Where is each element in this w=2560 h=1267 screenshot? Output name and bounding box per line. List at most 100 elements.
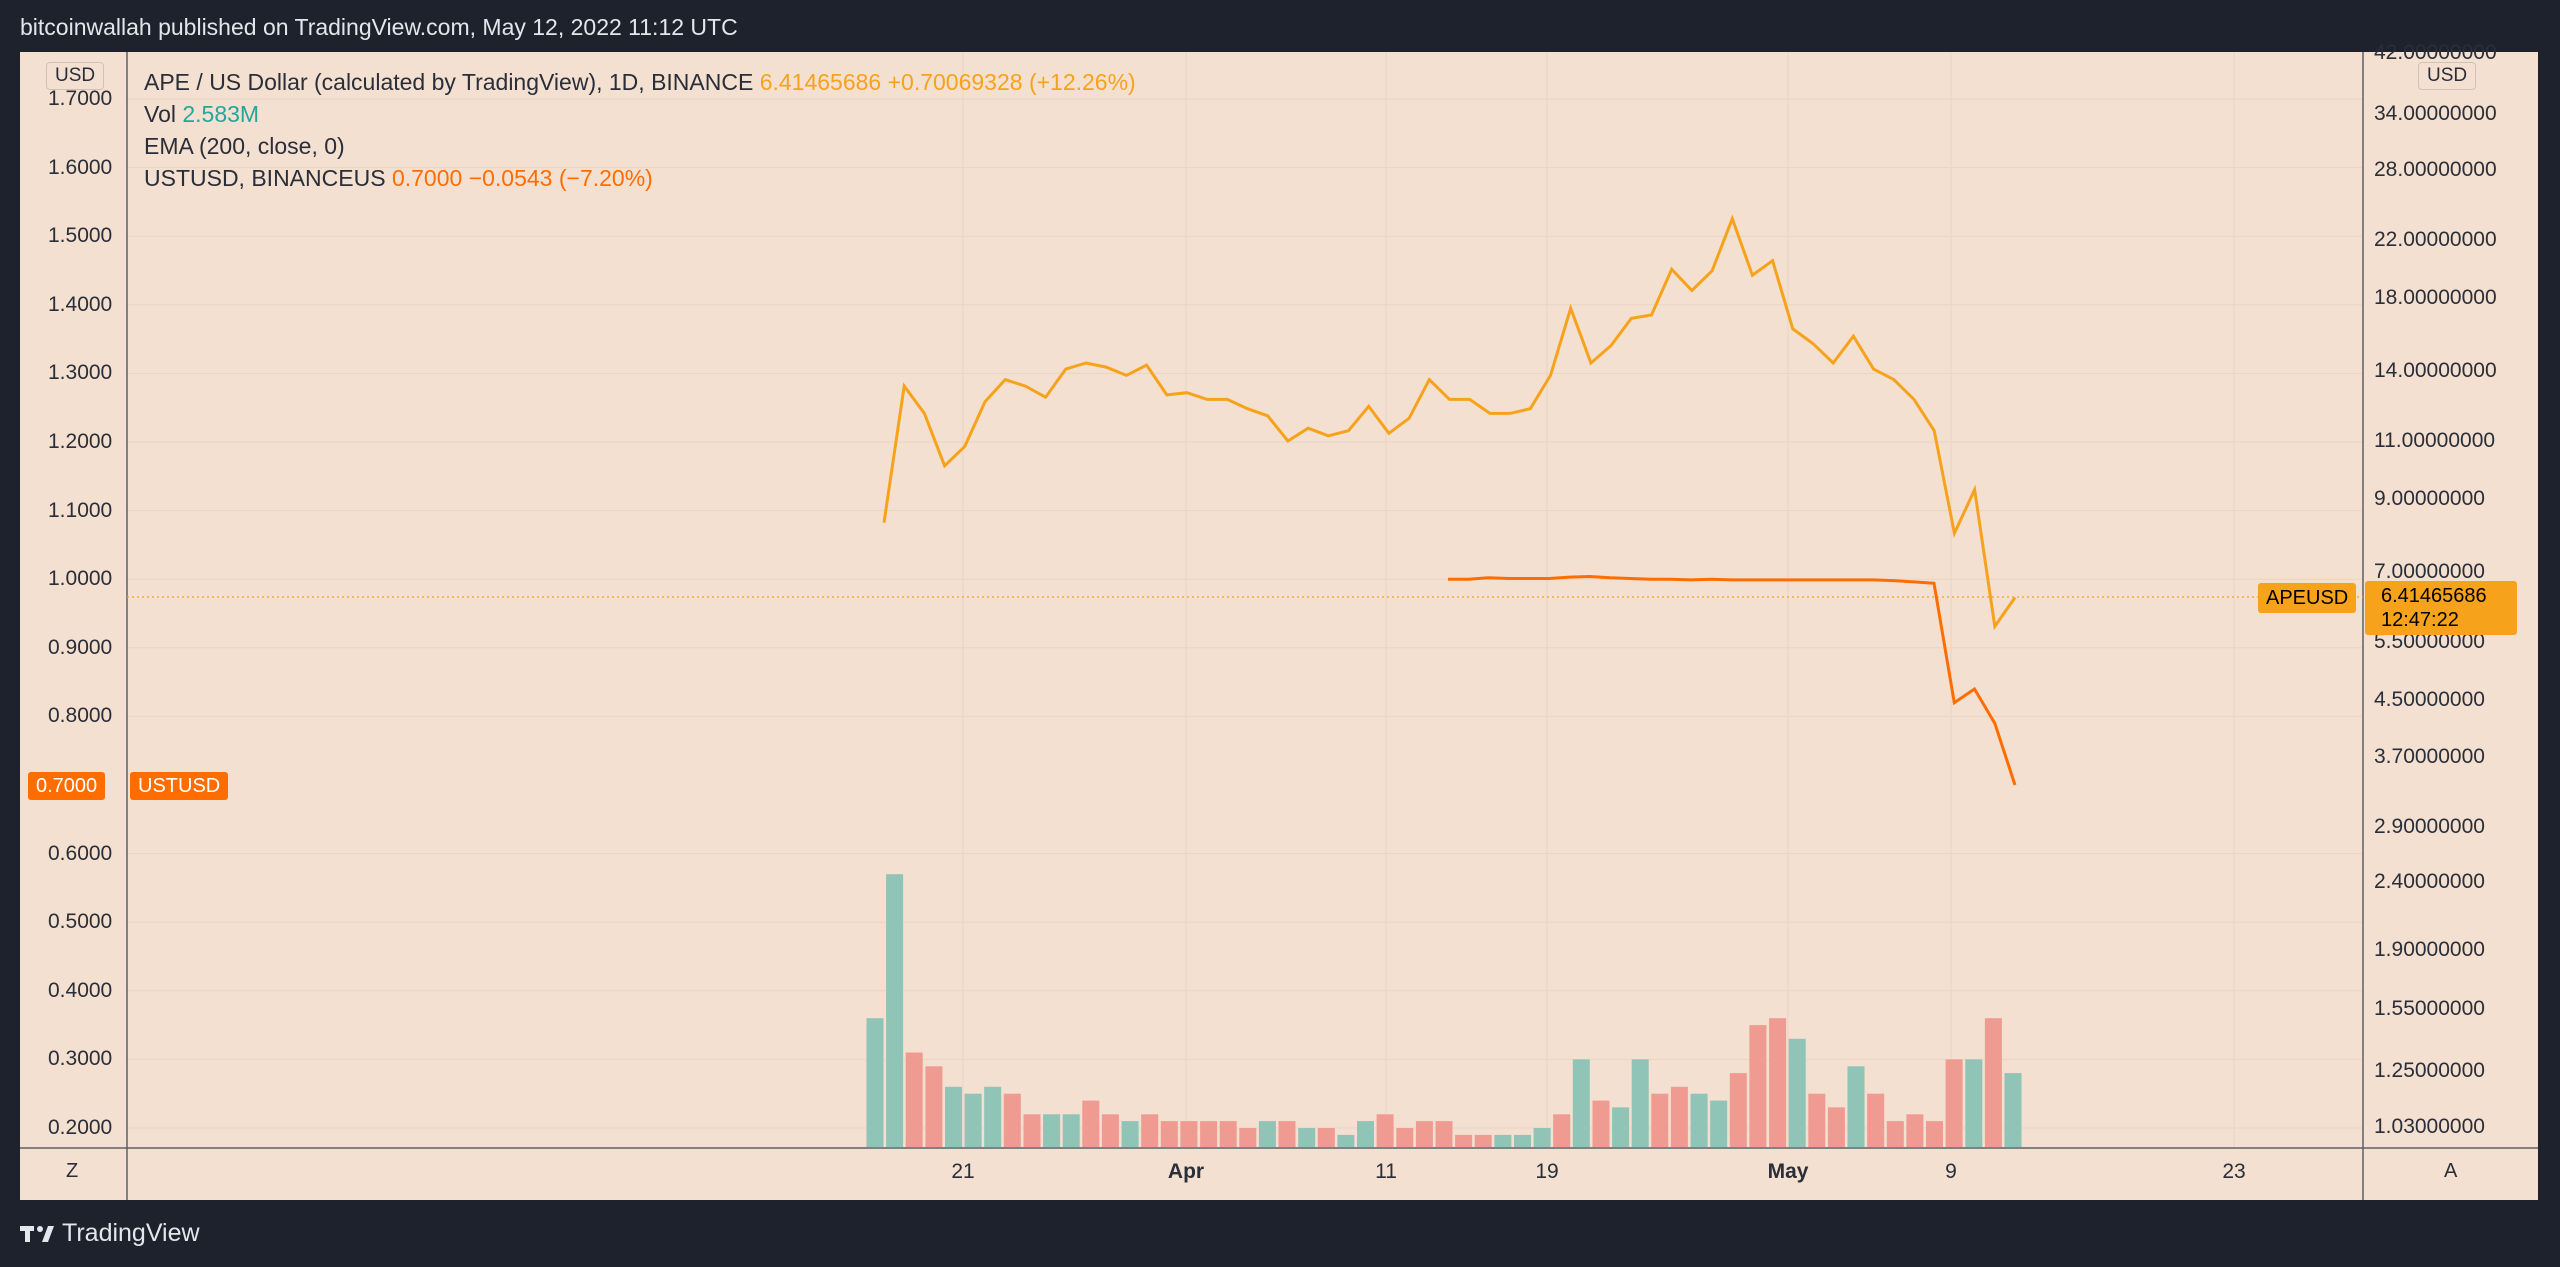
volume-bars xyxy=(866,874,2022,1147)
volume-bar xyxy=(1023,1114,1041,1147)
volume-bar xyxy=(1926,1121,1943,1147)
volume-bar xyxy=(1160,1121,1178,1147)
volume-bar xyxy=(1435,1121,1453,1147)
left-tick-label: 0.9000 xyxy=(48,635,113,659)
volume-bar xyxy=(964,1093,982,1147)
volume-bar xyxy=(1906,1114,1924,1147)
volume-bar xyxy=(1415,1121,1433,1147)
volume-bar xyxy=(1101,1114,1119,1147)
volume-bar xyxy=(1886,1121,1904,1147)
legend-main-price: 6.41465686 xyxy=(759,69,882,95)
volume-bar xyxy=(886,874,904,1147)
chart-grid xyxy=(127,52,2363,1148)
volume-bar xyxy=(1121,1121,1139,1147)
right-tick-label: 1.90000000 xyxy=(2374,937,2485,961)
left-axis-unit[interactable]: USD xyxy=(46,62,105,90)
x-tick-label: 11 xyxy=(1375,1160,1397,1183)
left-tick-label: 1.4000 xyxy=(48,292,113,316)
volume-bar xyxy=(1867,1093,1885,1147)
legend-volume-row: Vol 2.583M xyxy=(144,98,1136,130)
tradingview-logo-icon xyxy=(20,1225,54,1242)
volume-bar xyxy=(1200,1121,1218,1147)
right-tick-label: 28.00000000 xyxy=(2374,158,2497,182)
ape-price-tag: 6.41465686 12:47:22 xyxy=(2365,581,2517,635)
legend-main-change: +0.70069328 (+12.26%) xyxy=(887,69,1136,95)
right-tick-label: 14.00000000 xyxy=(2374,359,2497,383)
right-tick-label: 3.70000000 xyxy=(2374,744,2485,768)
legend-vol-value: 2.583M xyxy=(182,101,260,127)
legend-main-row: APE / US Dollar (calculated by TradingVi… xyxy=(144,66,1136,98)
legend-ust-price: 0.7000 xyxy=(391,165,463,191)
left-tick-label: 0.4000 xyxy=(48,978,113,1002)
right-tick-label: 2.40000000 xyxy=(2374,869,2485,893)
left-tick-label: 1.6000 xyxy=(48,155,113,179)
left-tick-label: 0.3000 xyxy=(48,1047,113,1071)
volume-bar xyxy=(1396,1128,1414,1147)
volume-bar xyxy=(1219,1121,1237,1147)
chart-legend: APE / US Dollar (calculated by TradingVi… xyxy=(144,66,1136,194)
legend-ema-row: EMA (200, close, 0) xyxy=(144,130,1136,162)
volume-bar xyxy=(1710,1100,1728,1147)
right-tick-label: 9.00000000 xyxy=(2374,487,2485,511)
left-tick-label: 1.0000 xyxy=(48,567,113,591)
volume-bar xyxy=(1514,1134,1531,1147)
x-tick-label: May xyxy=(1767,1160,1809,1183)
legend-ust-symbol: USTUSD, BINANCEUS xyxy=(144,165,386,191)
volume-bar xyxy=(1180,1121,1198,1147)
volume-bar xyxy=(1769,1018,1787,1147)
tradingview-footer[interactable]: TradingView xyxy=(20,1219,200,1248)
volume-bar xyxy=(1984,1018,2002,1147)
volume-bar xyxy=(925,1066,943,1147)
volume-bar xyxy=(1729,1073,1747,1147)
ust-series-line xyxy=(1448,574,2017,786)
volume-bar xyxy=(1847,1066,1865,1147)
volume-bar xyxy=(1572,1059,1590,1147)
volume-bar xyxy=(1945,1059,1963,1147)
volume-bar xyxy=(1258,1121,1276,1147)
volume-bar xyxy=(1651,1093,1669,1147)
left-tick-label: 0.6000 xyxy=(48,841,113,865)
volume-bar xyxy=(1631,1059,1649,1147)
left-tick-label: 1.1000 xyxy=(48,498,113,522)
right-tick-label: 4.50000000 xyxy=(2374,687,2485,711)
legend-main-symbol: APE / US Dollar (calculated by TradingVi… xyxy=(144,69,754,95)
volume-bar xyxy=(1298,1128,1316,1147)
x-tick-label: 21 xyxy=(951,1160,975,1183)
chart-area[interactable] xyxy=(20,52,2538,1200)
volume-bar xyxy=(1082,1100,1100,1147)
volume-bar xyxy=(1533,1128,1551,1147)
right-tick-label: 1.03000000 xyxy=(2374,1115,2485,1138)
x-tick-label: 9 xyxy=(1945,1160,1957,1183)
publication-attribution: bitcoinwallah published on TradingView.c… xyxy=(20,14,738,40)
x-tick-label: Apr xyxy=(1167,1160,1205,1183)
volume-bar xyxy=(2004,1073,2022,1147)
volume-bar xyxy=(1455,1134,1473,1147)
volume-bar xyxy=(1337,1134,1355,1147)
volume-bar xyxy=(1749,1025,1767,1147)
right-tick-label: 22.00000000 xyxy=(2374,228,2497,252)
volume-bar xyxy=(1965,1059,1983,1147)
footer-brand: TradingView xyxy=(62,1219,200,1247)
left-tick-label: 1.7000 xyxy=(48,87,113,110)
right-tick-label: 1.55000000 xyxy=(2374,996,2485,1020)
auto-zoom-button[interactable]: Z xyxy=(66,1160,79,1182)
volume-bar xyxy=(1494,1134,1512,1147)
ust-label-tag: USTUSD xyxy=(130,772,229,800)
left-tick-label: 1.5000 xyxy=(48,224,113,248)
auto-scale-button[interactable]: A xyxy=(2444,1160,2458,1182)
right-axis-unit[interactable]: USD xyxy=(2418,62,2477,90)
right-tick-label: 7.00000000 xyxy=(2374,559,2485,583)
legend-ust-change: −0.0543 (−7.20%) xyxy=(468,165,653,191)
legend-ema-label: EMA (200, close, 0) xyxy=(144,133,345,159)
volume-bar xyxy=(866,1018,884,1147)
legend-ust-row: USTUSD, BINANCEUS 0.7000 −0.0543 (−7.20%… xyxy=(144,162,1136,194)
volume-bar xyxy=(1239,1128,1257,1147)
ust-price-tag: 0.7000 xyxy=(28,772,106,800)
right-tick-label: 1.25000000 xyxy=(2374,1058,2485,1082)
right-tick-label: 11.00000000 xyxy=(2374,429,2496,453)
ape-price-value: 6.41465686 xyxy=(2381,585,2487,607)
legend-vol-label: Vol xyxy=(144,101,176,127)
right-tick-label: 5.50000000 xyxy=(2374,629,2485,653)
left-tick-label: 1.2000 xyxy=(48,430,113,453)
